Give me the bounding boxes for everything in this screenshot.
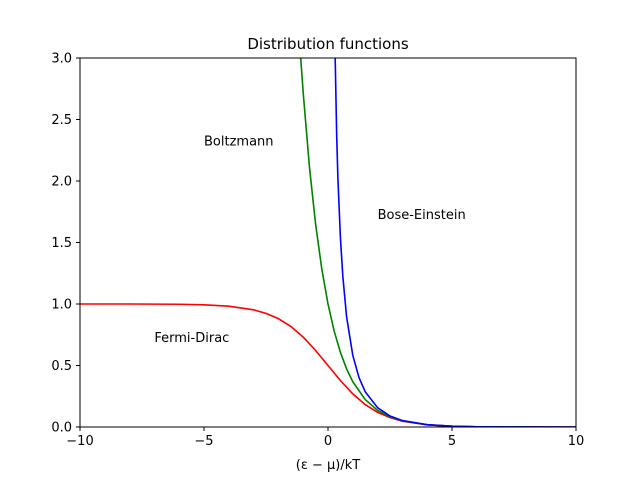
x-tick-label: 5 [448, 434, 456, 449]
y-tick-label: 2.5 [51, 113, 72, 128]
series-line-2 [334, 58, 576, 427]
annotation-fermi-dirac: Fermi-Dirac [154, 331, 229, 346]
series-line-0 [80, 303, 576, 427]
y-tick-label: 1.5 [51, 236, 72, 251]
y-tick-label: 2.0 [51, 175, 72, 190]
series-layer [80, 58, 576, 427]
x-axis-label: (ε − μ)/kT [296, 458, 361, 473]
annotation-layer: Boltzmann Bose-Einstein Fermi-Dirac [154, 134, 465, 346]
x-tick-label: 10 [568, 434, 585, 449]
annotation-bose-einstein: Bose-Einstein [378, 208, 466, 223]
x-tick-label: −5 [194, 434, 213, 449]
y-tick-label: 3.0 [51, 52, 72, 67]
y-tick-label: 0.5 [51, 359, 72, 374]
series-line-1 [299, 58, 576, 427]
y-tick-label: 0.0 [51, 421, 72, 436]
y-axis: 0.0 0.5 1.0 1.5 2.0 2.5 3.0 [51, 52, 80, 436]
annotation-boltzmann: Boltzmann [204, 134, 274, 149]
chart-title: Distribution functions [247, 35, 409, 53]
x-tick-label: 0 [324, 434, 332, 449]
x-axis: −10 −5 0 5 10 [66, 427, 584, 449]
plot-frame [79, 57, 577, 428]
x-tick-label: −10 [66, 434, 93, 449]
y-tick-label: 1.0 [51, 298, 72, 313]
